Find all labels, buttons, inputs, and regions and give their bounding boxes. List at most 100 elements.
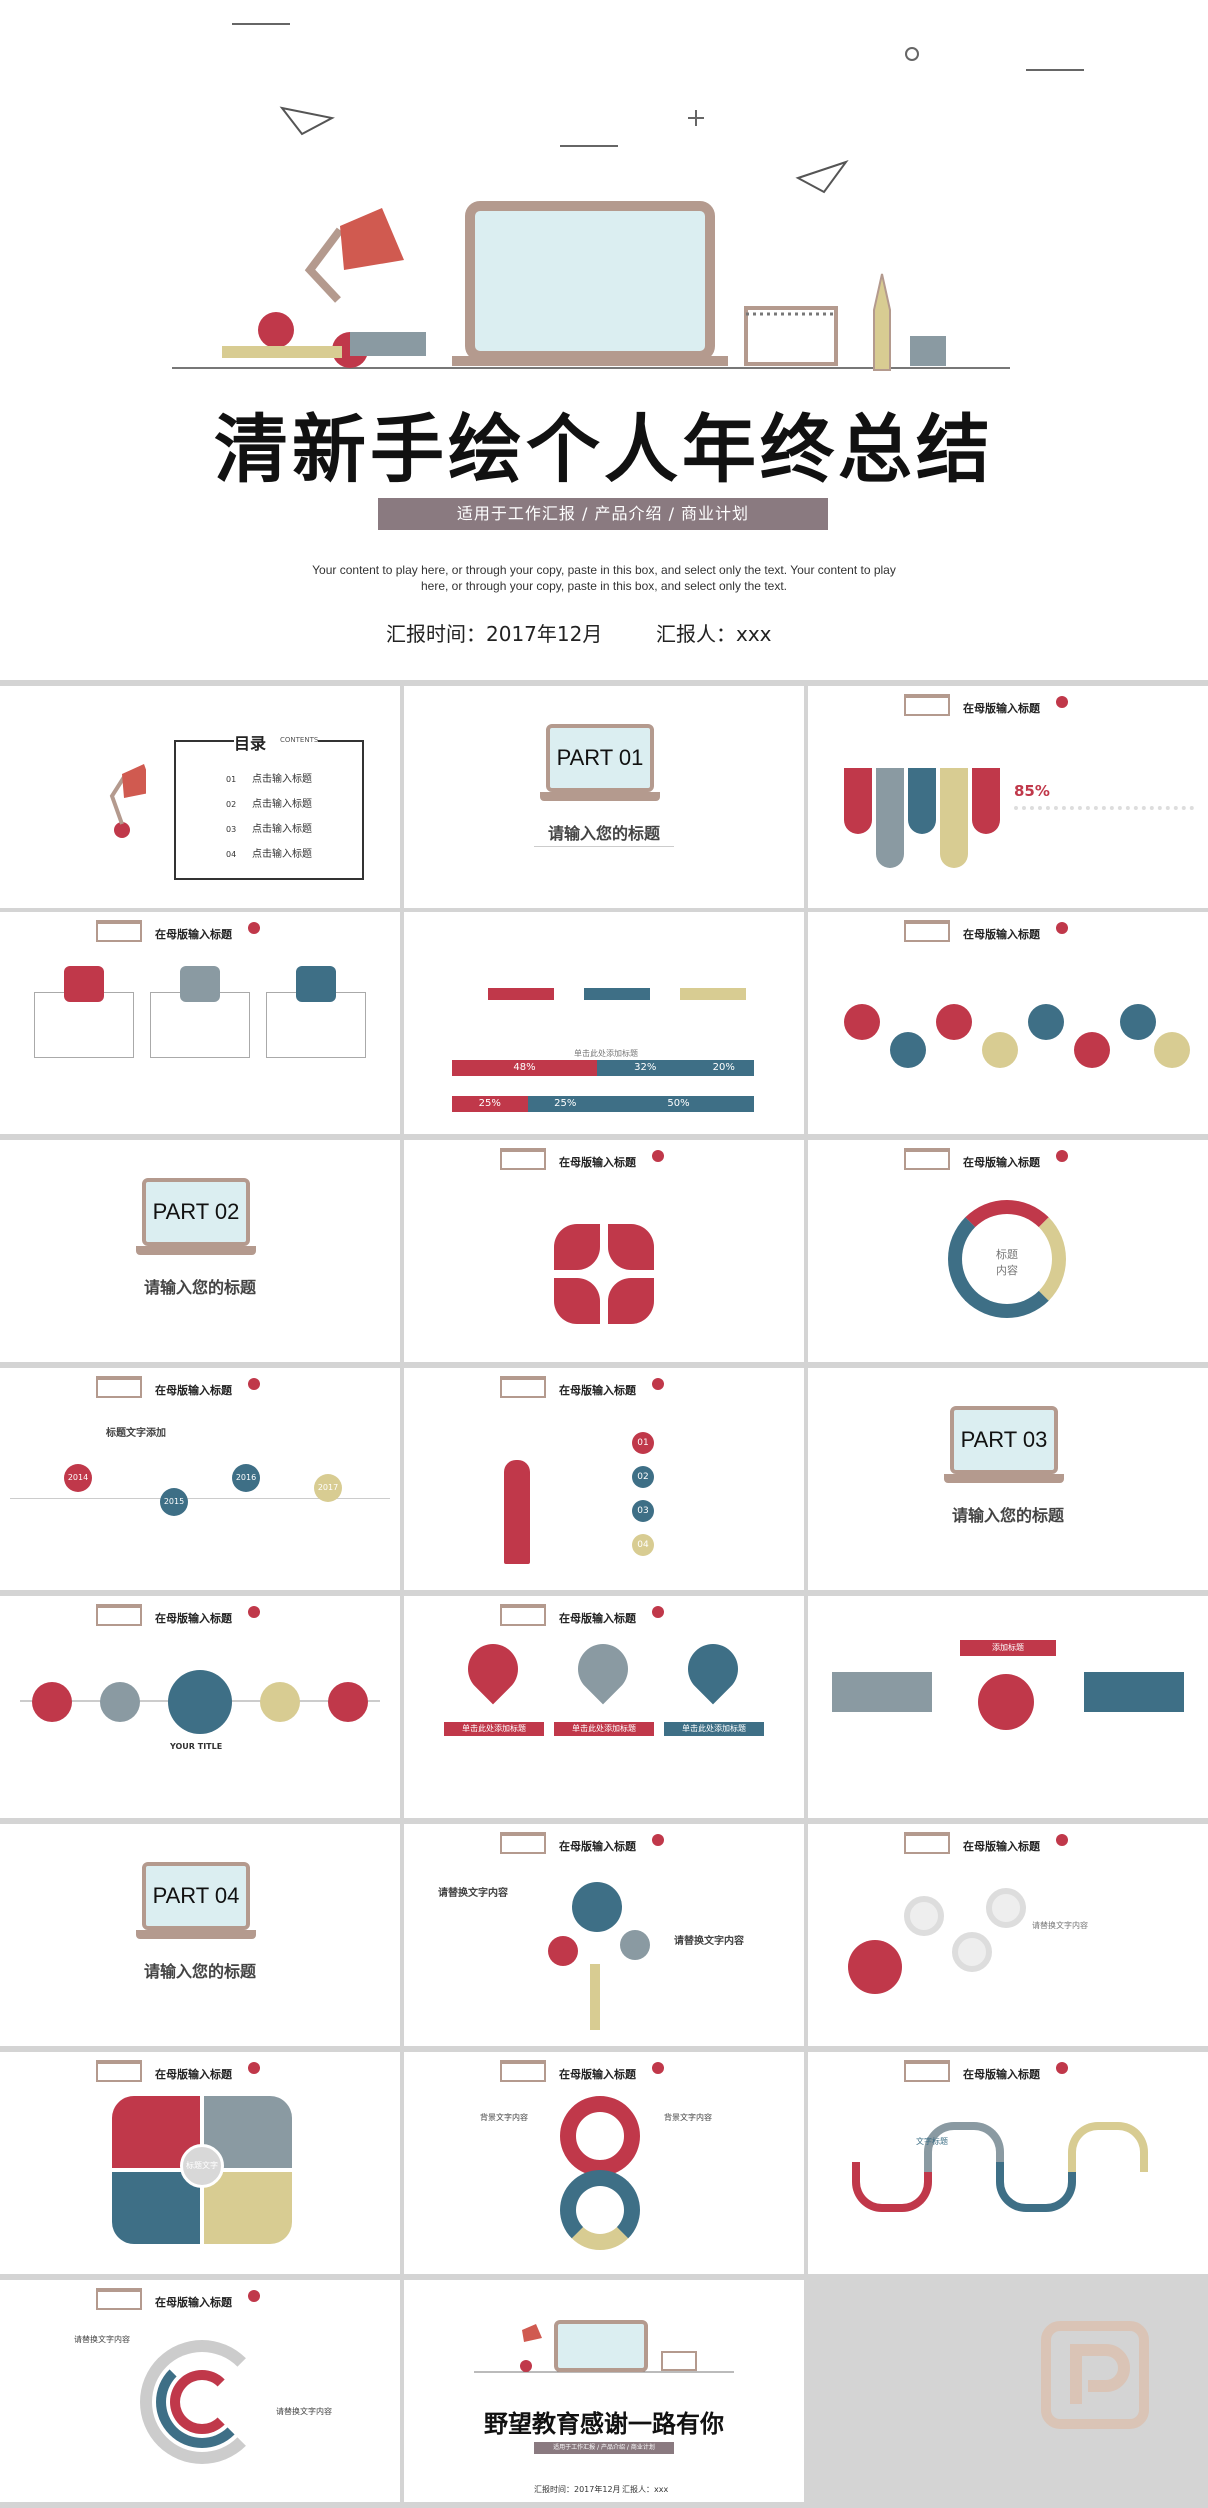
header-title: 在母版输入标题: [559, 1612, 636, 1625]
toc-item[interactable]: 02 点击输入标题: [226, 799, 312, 810]
apple-icon: [652, 2062, 664, 2074]
five-icons-slide: 在母版输入标题 YOUR TITLE: [0, 1596, 400, 1818]
year-badge: 2017: [314, 1474, 342, 1502]
quad-slide: 在母版输入标题 标题文字: [0, 2052, 400, 2274]
header-title: 在母版输入标题: [559, 1156, 636, 1169]
timeline-title: 标题文字添加: [106, 1428, 166, 1439]
num-badge: 03: [632, 1500, 654, 1522]
add-title-label: 添加标题: [960, 1640, 1056, 1656]
pen-icon: [32, 1682, 72, 1722]
bar-row-1: 48% 32% 20%: [452, 1060, 754, 1076]
toc-item[interactable]: 03 点击输入标题: [226, 824, 312, 835]
camera-icon: [64, 966, 104, 1002]
num-badge: 04: [632, 1534, 654, 1556]
closing-report-time: 汇报时间：2017年12月: [534, 2485, 621, 2494]
header-title: 在母版输入标题: [963, 2068, 1040, 2081]
click-add-label: 单击此处添加标题: [554, 1722, 654, 1736]
replace-text: 请替换文字内容: [1032, 1921, 1088, 1930]
apple-icon: [1056, 922, 1068, 934]
apple-icon: [652, 1378, 664, 1390]
apple-icon: [248, 1606, 260, 1618]
hero-body: Your content to play here, or through yo…: [312, 563, 896, 594]
part-title: 请输入您的标题: [143, 1278, 256, 1297]
hero-subtitle: 适用于工作汇报 / 产品介绍 / 商业计划: [378, 498, 828, 530]
your-title: YOUR TITLE: [170, 1742, 223, 1751]
part-04-slide: PART 04 请输入您的标题: [0, 1824, 400, 2046]
toc-item[interactable]: 04 点击输入标题: [226, 849, 312, 860]
businessman-slide: 在母版输入标题 01 02 03 04: [404, 1368, 804, 1590]
part-label: PART 04: [142, 1862, 250, 1930]
header-title: 在母版输入标题: [963, 1156, 1040, 1169]
replace-text: 请替换文字内容: [74, 2335, 130, 2344]
header-title: 在母版输入标题: [155, 1612, 232, 1625]
part-02-slide: PART 02 请输入您的标题: [0, 1140, 400, 1362]
pie-icon: [296, 966, 336, 1002]
bar-seg: 50%: [603, 1096, 754, 1112]
hero-title: 清新手绘个人年终总结: [214, 407, 994, 493]
apple-icon: [1056, 1150, 1068, 1162]
arcs-slide: 在母版输入标题 请替换文字内容 请替换文字内容: [0, 2280, 400, 2502]
year-badge: 2015: [160, 1488, 188, 1516]
bg-text: 背景文字内容: [480, 2113, 528, 2122]
header-title: 在母版输入标题: [155, 2068, 232, 2081]
three-icons-slide: 在母版输入标题: [0, 912, 400, 1134]
click-add-label: 单击此处添加标题: [664, 1722, 764, 1736]
part-title: 请输入您的标题: [547, 824, 660, 843]
toc-item[interactable]: 01 点击输入标题: [226, 774, 312, 785]
bar-row-2: 25% 25% 50%: [452, 1096, 754, 1112]
cart-icon: [328, 1682, 368, 1722]
laptop-icon: PART 02: [136, 1178, 256, 1260]
header-title: 在母版输入标题: [559, 1840, 636, 1853]
bar-seg: 25%: [527, 1096, 603, 1112]
hero-illustration: [172, 23, 1084, 371]
toc-title: 目录: [234, 734, 267, 753]
bg-text: 背景文字内容: [664, 2113, 712, 2122]
replace-text: 请替换文字内容: [438, 1888, 508, 1899]
bars-slide: 单击此处添加标题 48% 32% 20% 25% 25% 50%: [404, 912, 804, 1134]
apple-icon: [1056, 2062, 1068, 2074]
header-title: 在母版输入标题: [559, 2068, 636, 2081]
num-badge: 01: [632, 1432, 654, 1454]
toc-sub: CONTENTS: [280, 736, 319, 744]
ring-slide: 在母版输入标题 标题 内容: [808, 1140, 1208, 1362]
part-01-slide: PART 01 请输入您的标题: [404, 686, 804, 908]
chart-icon: [260, 1682, 300, 1722]
bar-seg: 25%: [452, 1096, 528, 1112]
tree-slide: 在母版输入标题 请替换文字内容 请替换文字内容: [404, 1824, 804, 2046]
apple-icon: [248, 922, 260, 934]
replace-text: 请替换文字内容: [276, 2407, 332, 2416]
apple-icon: [652, 1150, 664, 1162]
num-badge: 02: [632, 1466, 654, 1488]
percent-slide: 在母版输入标题 85%: [808, 686, 1208, 908]
bar-seg: 48%: [452, 1060, 597, 1076]
apple-icon: [248, 2290, 260, 2302]
text-title: 文字标题: [916, 2137, 948, 2146]
chain-slide: 在母版输入标题 请替换文字内容: [808, 1824, 1208, 2046]
part-03-slide: PART 03 请输入您的标题: [808, 1368, 1208, 1590]
toc-list: 01 点击输入标题 02 点击输入标题 03 点击输入标题 04 点击输入标题: [226, 770, 366, 870]
toc-slide: 目录 CONTENTS 01 点击输入标题 02 点击输入标题 03 点击输入标题 0…: [0, 686, 400, 908]
wave-circles-slide: 在母版输入标题: [808, 912, 1208, 1134]
closing-slide: 野望教育感谢一路有你 适用于工作汇报 / 产品介绍 / 商业计划 汇报时间：20…: [404, 2280, 804, 2502]
title-text: 标题文字: [186, 2161, 218, 2170]
flow-slide: 添加标题: [808, 1596, 1208, 1818]
bars-caption: 单击此处添加标题: [574, 1049, 638, 1058]
replace-text: 请替换文字内容: [674, 1936, 744, 1947]
closing-reporter: 汇报人：xxx: [622, 2485, 669, 2494]
hero-slide: 清新手绘个人年终总结 适用于工作汇报 / 产品介绍 / 商业计划 Your co…: [0, 0, 1208, 680]
laptop-icon: [168, 1670, 232, 1734]
laptop-icon: PART 04: [136, 1862, 256, 1944]
header-title: 在母版输入标题: [963, 928, 1040, 941]
header-title: 在母版输入标题: [963, 1840, 1040, 1853]
closing-title: 野望教育感谢一路有你: [484, 2410, 724, 2438]
apple-icon: [652, 1606, 664, 1618]
watermark-logo: [1041, 2321, 1149, 2429]
pipe-slide: 在母版输入标题 文字标题: [808, 2052, 1208, 2274]
year-badge: 2016: [232, 1464, 260, 1492]
laptop-icon: PART 01: [540, 724, 660, 806]
person-icon: [504, 1460, 530, 1564]
click-add-label: 单击此处添加标题: [444, 1722, 544, 1736]
tools-icon: [100, 1682, 140, 1722]
header-title: 在母版输入标题: [155, 1384, 232, 1397]
laptop-icon: PART 03: [944, 1406, 1064, 1488]
